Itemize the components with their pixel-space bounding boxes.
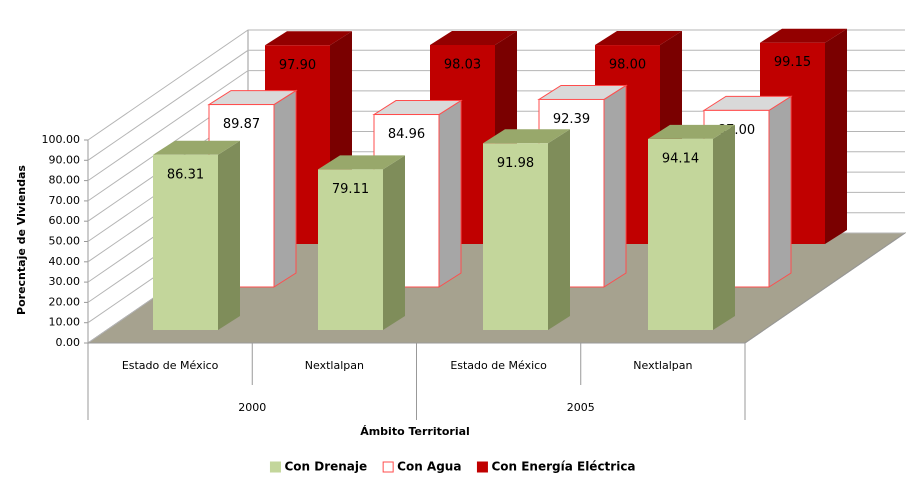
grid-line [87, 29, 905, 141]
legend-swatch [269, 461, 281, 473]
data-label: 98.00 [609, 58, 646, 73]
y-tick-label: 40.00 [49, 255, 81, 268]
bar-front [153, 154, 218, 330]
data-label: 84.96 [388, 127, 425, 142]
bar-top [760, 28, 847, 43]
bar-side [383, 155, 405, 330]
x-tick-label: Estado de México [450, 359, 547, 372]
data-label: 91.98 [497, 156, 534, 171]
y-tick-label: 10.00 [49, 316, 81, 329]
data-label: 97.90 [279, 58, 316, 73]
x-tick-label: Estado de México [122, 359, 219, 372]
bar: 94.14 [648, 124, 735, 330]
legend-label: Con Energía Eléctrica [491, 460, 635, 474]
x-tick-label: Nextlalpan [633, 359, 692, 372]
data-label: 86.31 [167, 167, 204, 182]
bar-side [548, 129, 570, 330]
grid-line [87, 49, 905, 161]
y-axis-label: Porecntaje de Viviendas [15, 165, 28, 315]
bar-front [483, 143, 548, 330]
axis-line [744, 232, 906, 344]
y-tick-label: 0.00 [56, 336, 81, 349]
bar-side [713, 124, 735, 330]
bar-top [648, 124, 735, 139]
y-tick-label: 80.00 [49, 174, 81, 187]
bar-side [768, 95, 792, 288]
bar: 86.31 [153, 140, 240, 330]
data-label: 92.39 [553, 112, 590, 127]
legend-swatch [382, 461, 394, 473]
bar-top [318, 155, 405, 170]
bar-top [153, 140, 240, 155]
bar: 79.11 [318, 155, 405, 330]
legend-label: Con Drenaje [284, 460, 367, 474]
y-tick-label: 50.00 [49, 235, 81, 248]
bar-side [273, 89, 297, 288]
y-tick-label: 90.00 [49, 153, 81, 166]
legend-label: Con Agua [397, 460, 461, 474]
data-label: 98.03 [444, 57, 481, 72]
x-tick-label: Nextlalpan [305, 359, 364, 372]
data-label: 99.15 [774, 55, 811, 70]
bar: 91.98 [483, 129, 570, 330]
data-label: 89.87 [223, 117, 260, 132]
y-tick-label: 30.00 [49, 275, 81, 288]
y-tick-label: 60.00 [49, 214, 81, 227]
bar-top [265, 31, 352, 46]
bar-side [438, 99, 462, 288]
bar-front [648, 138, 713, 330]
bar-top [483, 129, 570, 144]
y-tick-label: 100.00 [42, 133, 81, 146]
legend-swatch [476, 461, 488, 473]
bar-side [825, 28, 847, 245]
bar-top [430, 30, 517, 45]
bar-front [318, 169, 383, 330]
y-tick-label: 20.00 [49, 295, 81, 308]
bar-side [603, 84, 627, 288]
grid-line [87, 70, 905, 182]
y-tick-label: 70.00 [49, 194, 81, 207]
data-label: 79.11 [332, 182, 369, 197]
bar-top [595, 31, 682, 46]
data-label: 94.14 [662, 151, 699, 166]
group-label: 2005 [567, 401, 595, 414]
x-axis-label: Ámbito Territorial [360, 425, 470, 438]
legend: Con Drenaje Con Agua Con Energía Eléctrica [269, 460, 636, 474]
group-label: 2000 [238, 401, 266, 414]
bar-side [218, 140, 240, 330]
